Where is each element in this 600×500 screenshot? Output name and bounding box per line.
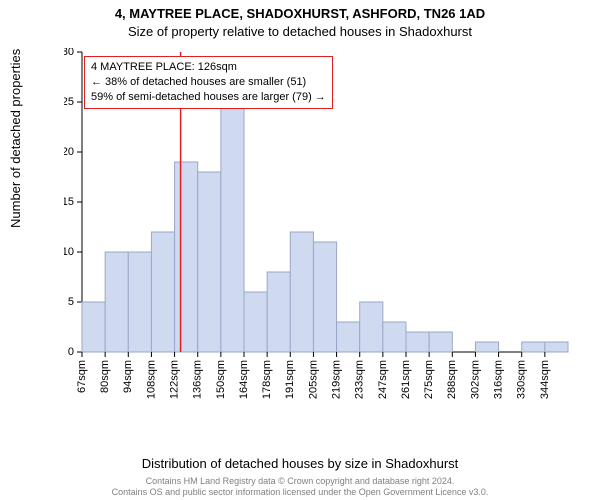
x-tick-label: 136sqm — [192, 360, 204, 399]
histogram-bar — [267, 272, 290, 352]
annotation-line-1: 4 MAYTREE PLACE: 126sqm — [91, 60, 326, 75]
x-tick-label: 94sqm — [122, 360, 134, 393]
chart-container: 4, MAYTREE PLACE, SHADOXHURST, ASHFORD, … — [0, 0, 600, 500]
x-tick-label: 261sqm — [400, 360, 412, 399]
x-tick-label: 150sqm — [215, 360, 227, 399]
svg-text:25: 25 — [64, 96, 74, 108]
footer: Contains HM Land Registry data © Crown c… — [0, 476, 600, 498]
y-axis-title: Number of detached properties — [8, 49, 23, 228]
x-tick-label: 80sqm — [99, 360, 111, 393]
x-tick-label: 178sqm — [261, 360, 273, 399]
x-tick-label: 330sqm — [516, 360, 528, 399]
footer-line-2: Contains OS and public sector informatio… — [0, 487, 600, 498]
chart-title-main: 4, MAYTREE PLACE, SHADOXHURST, ASHFORD, … — [0, 6, 600, 21]
x-tick-label: 302sqm — [469, 360, 481, 399]
annotation-line-2: ← 38% of detached houses are smaller (51… — [91, 75, 326, 90]
annotation-line-3: 59% of semi-detached houses are larger (… — [91, 90, 326, 105]
x-tick-label: 108sqm — [145, 360, 157, 399]
x-tick-label: 219sqm — [330, 360, 342, 399]
histogram-bar — [360, 302, 383, 352]
histogram-bar — [151, 232, 174, 352]
x-tick-label: 247sqm — [377, 360, 389, 399]
histogram-bar — [128, 252, 151, 352]
histogram-bar — [313, 242, 336, 352]
x-tick-label: 288sqm — [446, 360, 458, 399]
svg-text:5: 5 — [68, 296, 74, 308]
svg-text:20: 20 — [64, 146, 74, 158]
svg-text:0: 0 — [68, 346, 74, 358]
x-tick-label: 233sqm — [354, 360, 366, 399]
histogram-bar — [475, 342, 498, 352]
histogram-bar — [198, 172, 221, 352]
histogram-bar — [221, 92, 244, 352]
x-tick-label: 316sqm — [492, 360, 504, 399]
histogram-bar — [545, 342, 568, 352]
histogram-bar — [244, 292, 267, 352]
x-axis-title: Distribution of detached houses by size … — [0, 456, 600, 471]
histogram-bar — [383, 322, 406, 352]
x-tick-label: 164sqm — [238, 360, 250, 399]
x-tick-label: 344sqm — [539, 360, 551, 399]
svg-text:10: 10 — [64, 246, 74, 258]
histogram-bar — [82, 302, 105, 352]
x-tick-label: 67sqm — [76, 360, 88, 393]
x-tick-label: 191sqm — [284, 360, 296, 399]
annotation-box: 4 MAYTREE PLACE: 126sqm ← 38% of detache… — [84, 56, 333, 109]
chart-title-sub: Size of property relative to detached ho… — [0, 24, 600, 39]
histogram-bar — [105, 252, 128, 352]
histogram-bar — [175, 162, 198, 352]
svg-text:15: 15 — [64, 196, 74, 208]
x-tick-label: 205sqm — [307, 360, 319, 399]
x-tick-label: 122sqm — [168, 360, 180, 399]
x-tick-label: 275sqm — [423, 360, 435, 399]
histogram-bar — [290, 232, 313, 352]
svg-text:30: 30 — [64, 48, 74, 58]
histogram-bar — [429, 332, 452, 352]
histogram-bar — [406, 332, 429, 352]
footer-line-1: Contains HM Land Registry data © Crown c… — [0, 476, 600, 487]
histogram-bar — [337, 322, 360, 352]
histogram-bar — [522, 342, 545, 352]
